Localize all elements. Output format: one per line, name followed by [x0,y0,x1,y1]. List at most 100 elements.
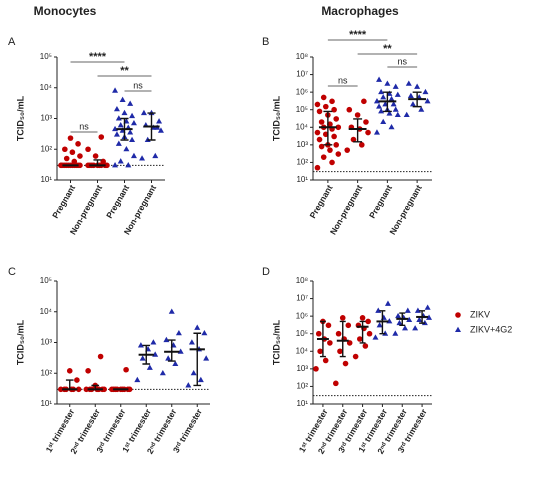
data-point [163,336,170,343]
y-tick-label: 10⁵ [296,105,308,114]
data-point [313,366,319,372]
data-point [67,135,74,141]
x-tick-label: Non-pregnant [387,183,424,236]
data-point [62,146,68,153]
data-point [339,315,346,321]
y-tick-label: 10⁷ [296,294,308,303]
error-bar [359,320,366,344]
data-point [112,87,119,93]
data-point [318,119,325,125]
data-point [152,152,159,159]
bracket-label: ns [79,121,89,131]
data-point [327,340,333,346]
y-tick-label: 10³ [40,114,52,123]
error-bar [167,339,176,362]
data-point [380,118,387,124]
data-point [156,118,163,124]
data-point [361,98,367,105]
data-point [119,96,126,102]
data-point [194,324,201,330]
data-point [406,316,413,323]
y-tick-label: 10⁶ [296,311,308,320]
bracket-label: ns [338,75,348,85]
y-tick-label: 10² [296,382,308,391]
data-point [335,124,342,131]
data-point [129,112,136,119]
panel-letter: C [8,266,16,278]
data-point [395,312,402,319]
data-point [329,98,335,105]
data-point [345,322,352,329]
data-point [66,368,73,374]
data-point [405,80,412,86]
data-point [188,339,195,345]
data-point [359,315,366,321]
y-tick-label: 10² [40,368,52,377]
data-point [363,119,369,125]
data-point [150,339,157,345]
x-tick-label: Non-pregnant [328,183,365,236]
bracket-label: ns [397,56,407,66]
data-point [327,147,333,153]
data-point [316,108,323,115]
data-point [365,318,371,325]
data-point [127,100,134,106]
data-point [203,355,210,361]
data-point [357,336,363,342]
data-point [139,155,146,161]
data-point [190,369,197,376]
bracket-label: **** [349,29,367,41]
data-point [317,348,323,355]
data-point [314,129,321,136]
data-point [390,101,397,107]
y-tick-label: 10⁴ [40,307,53,316]
y-tick-label: 10² [296,158,308,167]
data-point [350,136,357,143]
y-tick-label: 10¹ [296,175,308,184]
data-point [346,106,353,113]
data-point [388,95,395,102]
panel-letter: B [262,36,269,48]
bracket-label: ** [120,65,129,77]
data-point [416,316,423,323]
data-point [394,111,401,118]
data-point [172,360,179,366]
data-point [318,143,325,150]
y-tick-label: 10⁸ [296,52,308,61]
data-point [58,162,64,169]
data-point [69,149,76,156]
data-point [159,369,166,376]
data-point [378,108,385,114]
data-point [396,319,403,326]
x-tick-label: Pregnant [50,183,77,220]
data-point [362,343,369,349]
data-point [85,368,91,374]
panel-letter: A [8,36,16,48]
data-point [75,386,82,393]
data-point [333,142,340,148]
data-point [418,106,425,112]
y-tick-label: 10⁸ [296,276,308,285]
data-point [384,80,391,86]
data-point [201,329,208,336]
data-point [376,103,383,109]
data-point [125,162,132,168]
data-point [130,119,137,126]
y-tick-label: 10⁴ [296,122,309,131]
data-point [139,355,146,361]
y-tick-label: 10³ [296,140,308,149]
legend-marker [455,312,461,318]
data-point [392,106,399,112]
data-point [137,342,144,348]
data-point [140,109,147,116]
legend-label: ZIKV+4G2 [470,324,512,334]
y-tick-label: 10⁶ [296,87,308,96]
data-point [130,152,137,159]
data-point [314,164,321,171]
data-point [117,122,124,128]
data-point [426,314,433,320]
data-point [352,353,359,360]
data-point [376,76,383,82]
data-point [333,380,339,387]
